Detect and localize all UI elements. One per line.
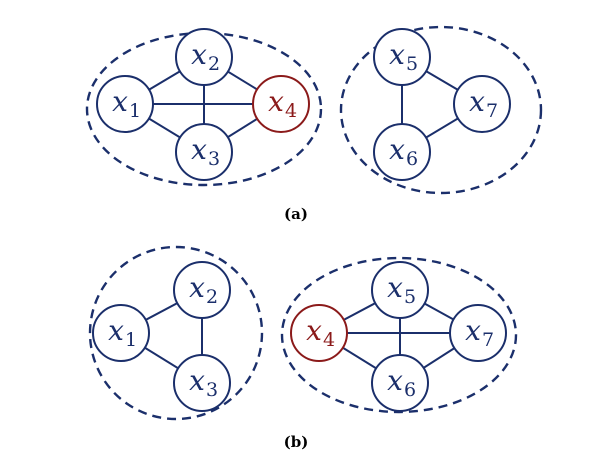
node-x5-circle	[373, 28, 431, 86]
node-x7-circle	[453, 75, 511, 133]
node-x6-subscript: 6	[404, 379, 416, 401]
node-x4-variable: x	[268, 85, 284, 118]
cluster-x4-x5-x6-x7	[280, 256, 518, 414]
node-x5-subscript: 5	[406, 53, 418, 75]
node-x3-variable: x	[191, 133, 207, 166]
node-x1-subscript: 1	[129, 100, 141, 122]
node-x5-circle	[371, 261, 429, 319]
node-x5-variable: x	[387, 271, 403, 304]
panel-a-caption: (a)	[284, 205, 308, 223]
node-x4-subscript: 4	[285, 100, 297, 122]
panel-b-clusters	[88, 245, 518, 421]
cluster-x1-x2-x3	[88, 245, 264, 421]
node-x7-circle	[449, 304, 507, 362]
node-x5-subscript: 5	[404, 286, 416, 308]
node-x6-subscript: 6	[406, 148, 418, 170]
node-x6-variable: x	[387, 364, 403, 397]
node-x3-subscript: 3	[206, 379, 218, 401]
node-x7-subscript: 7	[482, 329, 494, 351]
node-x6-variable: x	[389, 133, 405, 166]
panel-b-caption: (b)	[284, 433, 309, 451]
panel-a: x 1x 2x 3x 4x 5x 6x 7 (a)	[85, 25, 543, 223]
node-x4-variable: x	[306, 314, 322, 347]
node-x7-subscript: 7	[486, 100, 498, 122]
node-x1-variable: x	[108, 314, 124, 347]
panel-a-nodes: x 1x 2x 3x 4x 5x 6x 7	[96, 28, 511, 181]
node-x6-circle	[371, 354, 429, 412]
node-x2-variable: x	[189, 271, 205, 304]
panel-b-nodes: x 1x 2x 3x 4x 5x 6x 7	[92, 261, 507, 412]
panel-a-clusters	[85, 25, 543, 195]
node-x7-variable: x	[465, 314, 481, 347]
node-x1-circle	[96, 75, 154, 133]
node-x2-circle	[175, 28, 233, 86]
node-x6-circle	[373, 123, 431, 181]
node-x1-subscript: 1	[125, 329, 137, 351]
node-x4-circle	[290, 304, 348, 362]
panel-b: x 1x 2x 3x 4x 5x 6x 7 (b)	[88, 245, 518, 451]
node-x5-variable: x	[389, 38, 405, 71]
node-x2-subscript: 2	[206, 286, 218, 308]
node-x2-variable: x	[191, 38, 207, 71]
node-x3-variable: x	[189, 364, 205, 397]
node-x2-circle	[173, 261, 231, 319]
node-x4-subscript: 4	[323, 329, 335, 351]
node-x7-variable: x	[469, 85, 485, 118]
cluster-x5-x6-x7	[339, 25, 543, 195]
node-x3-circle	[173, 354, 231, 412]
node-x3-subscript: 3	[208, 148, 220, 170]
cluster-x1-x2-x3-x4	[85, 31, 323, 187]
node-x4-circle	[252, 75, 310, 133]
node-x1-variable: x	[112, 85, 128, 118]
node-x3-circle	[175, 123, 233, 181]
node-x2-subscript: 2	[208, 53, 220, 75]
node-x1-circle	[92, 304, 150, 362]
